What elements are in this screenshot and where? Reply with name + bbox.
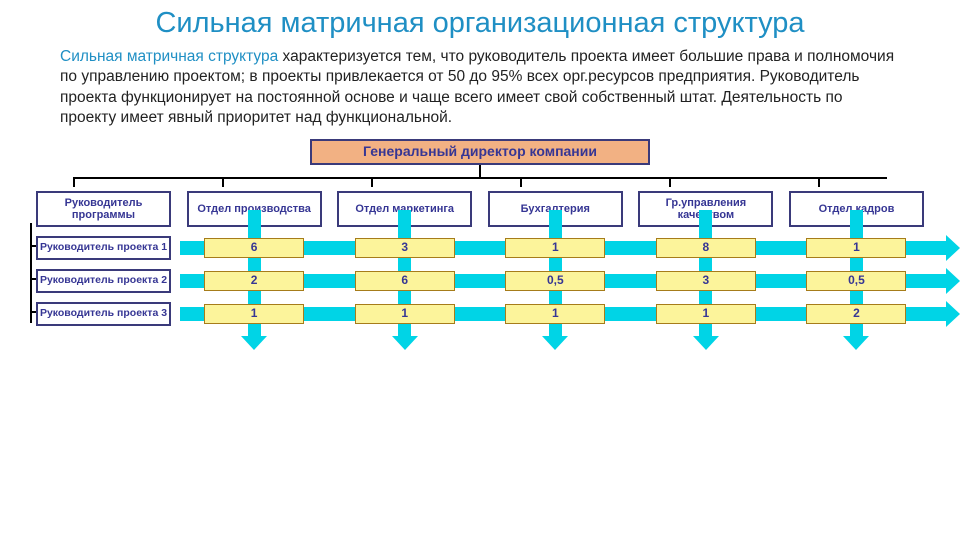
down-arrow: [638, 326, 773, 350]
department-row: Руководитель программы Отдел производств…: [30, 191, 930, 227]
matrix-cell: 1: [355, 304, 455, 324]
project-label: Руководитель проекта 2: [36, 269, 171, 293]
connector-line: [73, 177, 75, 187]
empty-slot: [36, 326, 171, 350]
connector-line: [73, 177, 887, 179]
matrix-cell: 1: [505, 238, 605, 258]
matrix-cell: 2: [806, 304, 906, 324]
cell-slot: 0,5: [488, 271, 623, 291]
matrix-cell: 2: [204, 271, 304, 291]
cell-slot: 2: [187, 271, 322, 291]
cell-slot: 1: [488, 238, 623, 258]
down-arrow: [488, 326, 623, 350]
row-arrowhead-icon: [946, 235, 960, 261]
matrix-cell: 8: [656, 238, 756, 258]
cell-slot: 2: [789, 304, 924, 324]
connector-line: [818, 177, 820, 187]
project-row: Руководитель проекта 1 6 3 1 8 1: [30, 236, 930, 260]
matrix-cell: 0,5: [505, 271, 605, 291]
project-label: Руководитель проекта 3: [36, 302, 171, 326]
project-row: Руководитель проекта 2 2 6 0,5 3 0,5: [30, 269, 930, 293]
dept-box: Руководитель программы: [36, 191, 171, 227]
cell-slot: 1: [187, 304, 322, 324]
down-arrow: [337, 326, 472, 350]
connector-line: [669, 177, 671, 187]
down-arrow: [789, 326, 924, 350]
description-block: Сильная матричная структура характеризуе…: [0, 41, 960, 133]
cell-slot: 8: [638, 238, 773, 258]
down-arrows-row: [30, 326, 930, 350]
matrix-cell: 1: [505, 304, 605, 324]
cell-slot: 3: [638, 271, 773, 291]
cell-slot: 1: [789, 238, 924, 258]
projects-container: Руководитель проекта 163181Руководитель …: [30, 236, 930, 326]
project-label: Руководитель проекта 1: [36, 236, 171, 260]
matrix-cell: 6: [355, 271, 455, 291]
cell-slot: 1: [488, 304, 623, 324]
description-intro: Сильная матричная структура: [60, 48, 278, 65]
matrix-cell: 1: [806, 238, 906, 258]
page-title: Сильная матричная организационная структ…: [0, 0, 960, 41]
row-arrowhead-icon: [946, 301, 960, 327]
matrix-cell: 6: [204, 238, 304, 258]
matrix-cell: 3: [355, 238, 455, 258]
row-arrowhead-icon: [946, 268, 960, 294]
connector-line: [222, 177, 224, 187]
org-diagram: Генеральный директор компании Руководите…: [0, 133, 960, 350]
cell-slot: 6: [337, 271, 472, 291]
cell-slot: 1: [337, 304, 472, 324]
down-arrow: [187, 326, 322, 350]
matrix-cell: 1: [204, 304, 304, 324]
matrix-cell: 1: [656, 304, 756, 324]
cell-slot: 1: [638, 304, 773, 324]
ceo-box: Генеральный директор компании: [310, 139, 650, 165]
connector-line: [479, 165, 481, 177]
project-row: Руководитель проекта 3 1 1 1 1 2: [30, 302, 930, 326]
cell-slot: 0,5: [789, 271, 924, 291]
connector-line: [520, 177, 522, 187]
matrix-cell: 3: [656, 271, 756, 291]
matrix-cell: 0,5: [806, 271, 906, 291]
cell-slot: 6: [187, 238, 322, 258]
cell-slot: 3: [337, 238, 472, 258]
connector-line: [371, 177, 373, 187]
